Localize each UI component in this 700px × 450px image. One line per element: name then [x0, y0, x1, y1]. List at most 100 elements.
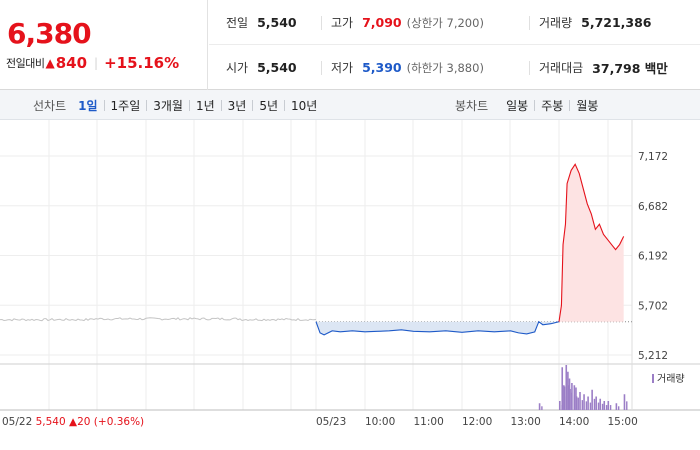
volume-bar	[559, 401, 561, 410]
volume-bar	[575, 387, 577, 410]
volume-bar	[561, 367, 564, 410]
divider	[321, 16, 322, 30]
x-tick-label: 10:00	[365, 416, 395, 428]
x-tick-label: 11:00	[414, 416, 444, 428]
volume-bar	[599, 398, 602, 410]
stat-volume: 거래량 5,721,386	[539, 0, 652, 45]
price-box: 6,380 전일대비 ▲ 840 | +15.16%	[0, 0, 208, 90]
volume-bar	[617, 406, 620, 410]
price-stats: 전일 5,540 고가 7,090 (상한가 7,200) 거래량 5,721,…	[209, 0, 700, 90]
divider	[103, 99, 105, 111]
volume-legend-swatch	[652, 374, 654, 383]
volume-bar	[609, 405, 612, 410]
stat-open: 시가 5,540	[226, 45, 297, 90]
volume-bar	[587, 396, 589, 410]
volume-bar	[601, 403, 604, 410]
price-chart[interactable]: 7,172 6,682 6,192 5,702 5,212 거래량 05/23 10:00 11…	[0, 120, 700, 450]
stat-value: 5,540	[257, 15, 297, 30]
stat-label: 전일	[226, 16, 249, 30]
stat-label: 거래대금	[539, 61, 584, 75]
divider	[146, 99, 148, 111]
current-price: 6,380	[7, 17, 92, 50]
x-tick-label: 13:00	[511, 416, 541, 428]
divider	[569, 99, 571, 111]
volume-bar	[615, 403, 618, 410]
divider	[252, 99, 254, 111]
volume-bar	[605, 405, 608, 410]
stat-prev-close: 전일 5,540	[226, 0, 297, 45]
stat-value: 7,090	[362, 15, 402, 30]
stats-row-2: 시가 5,540 저가 5,390 (하한가 3,880) 거래대금 37,79…	[209, 45, 700, 90]
change-label: 전일대비	[6, 57, 45, 70]
stat-value: 37,798 백만	[592, 61, 668, 76]
x-tick-label: 14:00	[559, 416, 589, 428]
line-chart-label: 선차트	[33, 98, 67, 113]
stat-high: 고가 7,090 (상한가 7,200)	[331, 0, 484, 45]
up-arrow-icon: ▲	[45, 56, 55, 70]
volume-bar	[538, 403, 541, 410]
stat-value: 5,540	[257, 60, 297, 75]
stat-label: 시가	[226, 61, 249, 75]
divider	[529, 61, 530, 75]
stat-value: 5,390	[362, 60, 402, 75]
today-price-line-down	[315, 320, 560, 336]
volume-bar	[595, 396, 597, 410]
today-price-line-up	[558, 163, 625, 322]
chart-period-tabbar: 선차트 1일 1주일 3개월 1년 3년 5년 10년 봉차트 일봉 주봉 월봉	[0, 90, 700, 120]
stat-value: 5,721,386	[581, 15, 652, 30]
volume-bar	[593, 398, 596, 410]
tab-3year[interactable]: 3년	[227, 98, 247, 113]
divider	[529, 16, 530, 30]
candle-chart-label: 봉차트	[455, 98, 489, 113]
stat-trade-value: 거래대금 37,798 백만	[539, 45, 668, 90]
volume-bar	[567, 371, 569, 410]
tab-weekly-candle[interactable]: 주봉	[541, 98, 564, 113]
upper-limit: (상한가 7,200)	[406, 15, 484, 30]
volume-bar	[583, 394, 585, 410]
y-tick-label: 7,172	[638, 151, 668, 163]
volume-bar	[563, 385, 565, 410]
volume-bar	[626, 401, 628, 410]
change-row: 전일대비 ▲ 840 | +15.16%	[6, 54, 179, 72]
volume-bar	[581, 400, 584, 410]
x-tick-label: 15:00	[608, 416, 638, 428]
candle-chart-tabs: 봉차트 일봉 주봉 월봉	[455, 90, 598, 120]
tab-10year[interactable]: 10년	[291, 98, 318, 113]
divider	[321, 61, 322, 75]
volume-bar	[541, 406, 543, 410]
change-value: 840	[55, 54, 88, 72]
volume-bar	[597, 402, 600, 410]
divider: |	[94, 56, 99, 70]
volume-bar	[623, 394, 626, 410]
tab-3month[interactable]: 3개월	[153, 98, 183, 113]
volume-bar	[603, 401, 606, 410]
lower-limit: (하한가 3,880)	[406, 60, 484, 75]
quote-summary: 6,380 전일대비 ▲ 840 | +15.16% 전일 5,540 고가 7…	[0, 0, 700, 90]
volume-legend-label: 거래량	[657, 373, 685, 385]
tab-1year[interactable]: 1년	[195, 98, 215, 113]
tab-monthly-candle[interactable]: 월봉	[576, 98, 599, 113]
stat-label: 저가	[331, 61, 354, 75]
stat-label: 고가	[331, 16, 354, 30]
stat-low: 저가 5,390 (하한가 3,880)	[331, 45, 484, 90]
volume-bar	[565, 365, 568, 410]
volume-bar	[573, 385, 576, 410]
tab-daily-candle[interactable]: 일봉	[506, 98, 529, 113]
y-tick-label: 6,192	[638, 251, 668, 263]
previous-day-line	[0, 317, 317, 322]
tab-1week[interactable]: 1주일	[110, 98, 141, 113]
volume-bar	[577, 397, 579, 410]
volume-bar	[591, 389, 593, 410]
previous-day-summary: 05/22 5,540 ▲20 (+0.36%)	[2, 416, 144, 428]
y-tick-label: 5,212	[638, 350, 668, 362]
volume-bar	[607, 401, 610, 410]
stat-label: 거래량	[539, 16, 573, 30]
tab-5year[interactable]: 5년	[259, 98, 279, 113]
tab-1day[interactable]: 1일	[78, 98, 98, 113]
up-area-fill	[559, 164, 624, 322]
x-tick-label: 12:00	[462, 416, 492, 428]
divider	[534, 99, 536, 111]
volume-bar	[568, 378, 571, 410]
change-percent: +15.16%	[104, 54, 180, 72]
line-chart-tabs: 선차트 1일 1주일 3개월 1년 3년 5년 10년	[33, 90, 317, 120]
